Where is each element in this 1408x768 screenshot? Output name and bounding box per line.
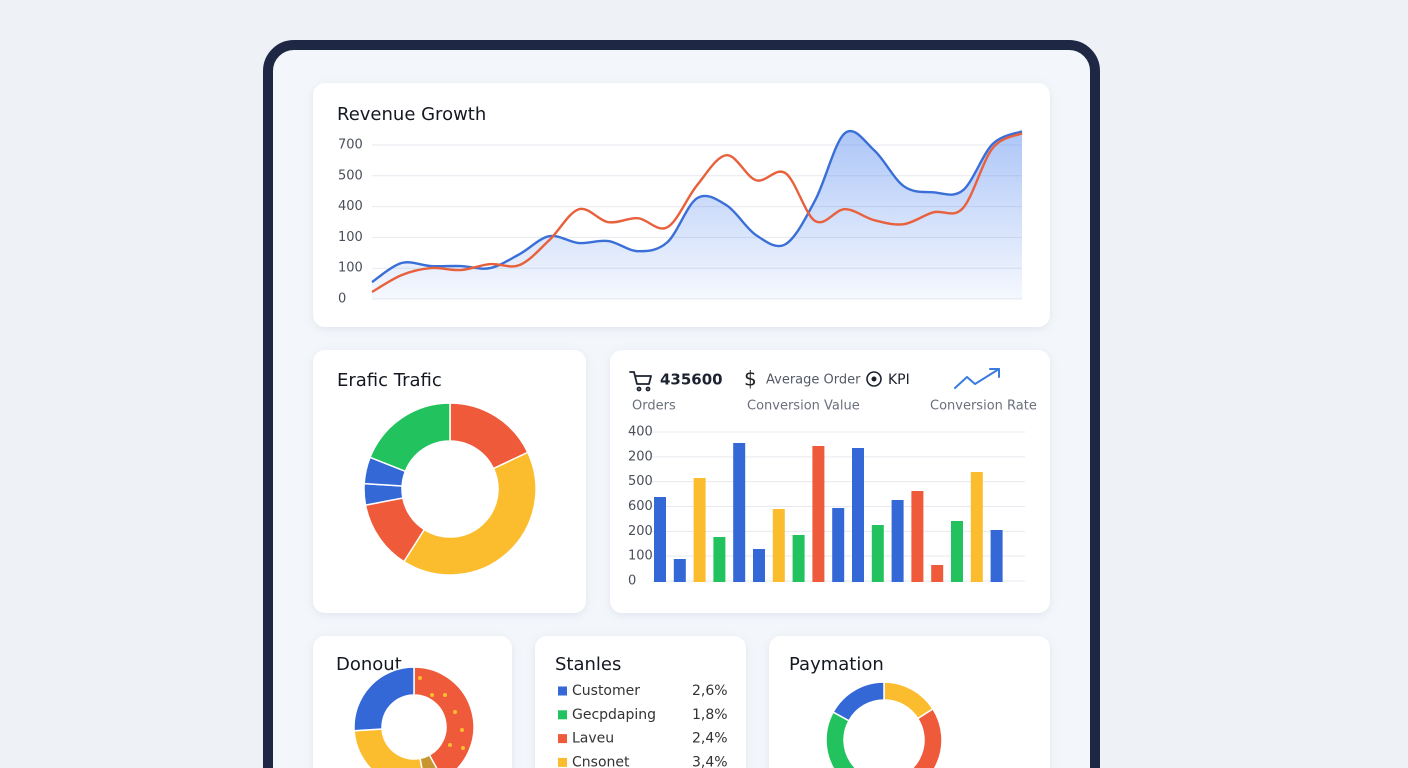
pattern-dot xyxy=(418,676,422,680)
kpi-label: Orders xyxy=(632,399,676,414)
bar xyxy=(753,549,765,582)
legend-swatch xyxy=(558,757,567,767)
line xyxy=(371,132,1023,294)
chart-title: Paymation xyxy=(789,654,884,675)
pattern-dot xyxy=(430,693,434,697)
traffic-card xyxy=(313,350,586,613)
y-tick-label: 0 xyxy=(628,574,636,589)
row-name: Laveu xyxy=(572,731,614,747)
stanles-card xyxy=(535,636,746,768)
y-tick-label: 500 xyxy=(338,168,363,183)
y-tick-label: 200 xyxy=(628,449,653,464)
donut-slice xyxy=(832,681,885,722)
kpi-label: Conversion Value xyxy=(747,399,860,414)
legend-swatch xyxy=(558,734,567,744)
trend-icon xyxy=(954,368,1000,389)
y-tick-label: 100 xyxy=(338,230,363,245)
kpi-value: 435600 xyxy=(660,371,723,389)
legend-swatch xyxy=(558,710,567,720)
kpi-value: Average Order xyxy=(766,373,861,388)
bar xyxy=(931,565,944,582)
y-tick-label: 200 xyxy=(628,524,653,539)
donut-slice xyxy=(353,666,415,732)
bar xyxy=(891,500,904,582)
bar xyxy=(772,509,785,582)
bar xyxy=(733,443,746,582)
table-title: Stanles xyxy=(555,654,621,675)
bar xyxy=(812,446,825,582)
row-value: 2,4% xyxy=(692,731,728,747)
bar xyxy=(693,478,706,582)
bar xyxy=(951,521,963,582)
y-tick-label: 100 xyxy=(338,261,363,276)
donut-slice xyxy=(413,666,475,768)
bar xyxy=(911,491,924,582)
bar xyxy=(852,448,864,582)
bar xyxy=(871,525,884,582)
bar xyxy=(654,497,666,582)
row-name: Cnsonet xyxy=(572,754,630,768)
pattern-dot xyxy=(460,728,464,732)
y-tick-label: 600 xyxy=(628,499,653,514)
y-tick-label: 400 xyxy=(338,199,363,214)
bar xyxy=(713,537,726,582)
row-name: Customer xyxy=(572,683,640,699)
kpi-value: KPI xyxy=(888,372,910,388)
row-value: 3,4% xyxy=(692,754,728,768)
legend-swatch xyxy=(558,686,567,696)
cart-icon xyxy=(629,371,652,392)
area xyxy=(372,131,1022,299)
chart-title: Erafic Trafic xyxy=(337,370,442,391)
bar xyxy=(970,472,983,582)
y-tick-label: 0 xyxy=(338,292,346,307)
kpi-label: Conversion Rate xyxy=(930,399,1037,414)
pattern-dot xyxy=(453,710,457,714)
donut-slice xyxy=(911,707,943,768)
chart-title: Revenue Growth xyxy=(337,104,486,125)
chart-title: Donout xyxy=(336,654,402,675)
y-tick-label: 400 xyxy=(628,425,653,440)
y-tick-label: 700 xyxy=(338,138,363,153)
bar xyxy=(673,559,686,582)
pattern-dot xyxy=(448,743,452,747)
dollar-icon: $ xyxy=(744,367,757,391)
bar xyxy=(792,535,805,582)
y-tick-label: 500 xyxy=(628,474,653,489)
y-tick-label: 100 xyxy=(628,549,653,564)
pattern-dot xyxy=(461,746,465,750)
donut-slice xyxy=(402,451,537,576)
donut-slice xyxy=(369,402,451,473)
bar xyxy=(990,530,1003,582)
pattern-dot xyxy=(443,693,447,697)
row-value: 1,8% xyxy=(692,707,728,723)
row-value: 2,6% xyxy=(692,683,728,699)
bar xyxy=(832,508,845,582)
line xyxy=(371,130,1023,284)
kpi-icon xyxy=(866,371,882,387)
row-name: Gecpdaping xyxy=(572,707,656,723)
